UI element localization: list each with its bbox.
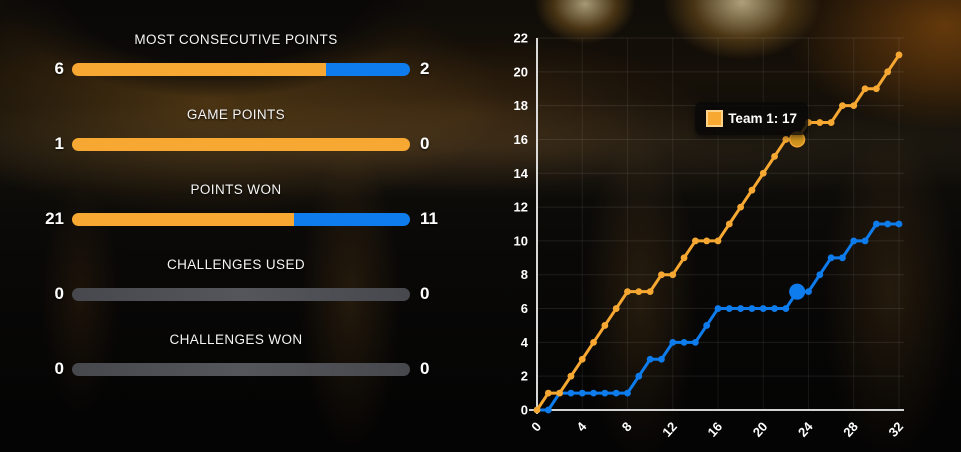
score-progression-chart[interactable]: 0 2 4 6 8 10 12 14 16 18 20 22 0 4 8 12 16 20 24 28 32 Team … bbox=[492, 14, 942, 450]
tooltip-swatch-team1 bbox=[706, 110, 724, 128]
stat-value-team2: 11 bbox=[420, 209, 438, 228]
stat-row-challenges-used: CHALLENGES USED 0 0 bbox=[10, 249, 462, 324]
svg-text:6: 6 bbox=[521, 301, 528, 316]
svg-text:8: 8 bbox=[619, 419, 635, 434]
stat-label: CHALLENGES WON bbox=[169, 332, 303, 347]
svg-text:12: 12 bbox=[659, 419, 680, 440]
stat-bar bbox=[72, 62, 410, 76]
stat-value-team2: 0 bbox=[420, 359, 430, 378]
svg-text:28: 28 bbox=[840, 419, 861, 440]
svg-text:32: 32 bbox=[885, 419, 906, 440]
svg-text:16: 16 bbox=[704, 419, 725, 440]
stat-row-most-consecutive-points: MOST CONSECUTIVE POINTS 6 2 bbox=[10, 24, 462, 99]
stat-label: POINTS WON bbox=[190, 182, 282, 197]
stat-value-team1: 0 bbox=[54, 359, 64, 378]
svg-text:16: 16 bbox=[514, 132, 528, 147]
svg-text:2: 2 bbox=[521, 369, 528, 384]
stat-value-team2: 2 bbox=[420, 59, 430, 78]
stat-value-team2: 0 bbox=[420, 284, 430, 303]
svg-text:4: 4 bbox=[521, 335, 529, 350]
stat-row-challenges-won: CHALLENGES WON 0 0 bbox=[10, 324, 462, 399]
svg-text:0: 0 bbox=[528, 419, 544, 434]
svg-text:24: 24 bbox=[795, 418, 816, 439]
stat-label: MOST CONSECUTIVE POINTS bbox=[134, 32, 338, 47]
svg-text:8: 8 bbox=[521, 267, 528, 282]
stat-bar bbox=[72, 137, 410, 151]
stat-row-game-points: GAME POINTS 1 0 bbox=[10, 99, 462, 174]
match-stats-panel: MOST CONSECUTIVE POINTS 6 2 GAME POINTS … bbox=[10, 24, 462, 399]
stat-value-team1: 21 bbox=[45, 209, 64, 228]
svg-text:20: 20 bbox=[514, 64, 528, 79]
stat-row-points-won: POINTS WON 21 11 bbox=[10, 174, 462, 249]
stat-label: CHALLENGES USED bbox=[166, 257, 306, 272]
svg-text:14: 14 bbox=[514, 166, 529, 181]
svg-text:20: 20 bbox=[750, 419, 771, 440]
stat-value-team1: 1 bbox=[54, 134, 64, 153]
stat-bar bbox=[72, 212, 410, 226]
svg-text:22: 22 bbox=[514, 31, 528, 46]
stat-bar bbox=[72, 362, 410, 376]
stat-value-team1: 0 bbox=[54, 284, 64, 303]
svg-text:18: 18 bbox=[514, 98, 528, 113]
tooltip-label: Team 1: 17 bbox=[728, 111, 797, 127]
stat-label: GAME POINTS bbox=[186, 107, 286, 122]
svg-text:12: 12 bbox=[514, 200, 528, 215]
stat-value-team2: 0 bbox=[420, 134, 430, 153]
chart-tooltip: Team 1: 17 bbox=[695, 102, 808, 136]
svg-text:0: 0 bbox=[521, 403, 528, 418]
svg-text:4: 4 bbox=[573, 418, 590, 434]
stat-value-team1: 6 bbox=[54, 59, 64, 78]
stat-bar bbox=[72, 287, 410, 301]
svg-text:10: 10 bbox=[514, 233, 528, 248]
